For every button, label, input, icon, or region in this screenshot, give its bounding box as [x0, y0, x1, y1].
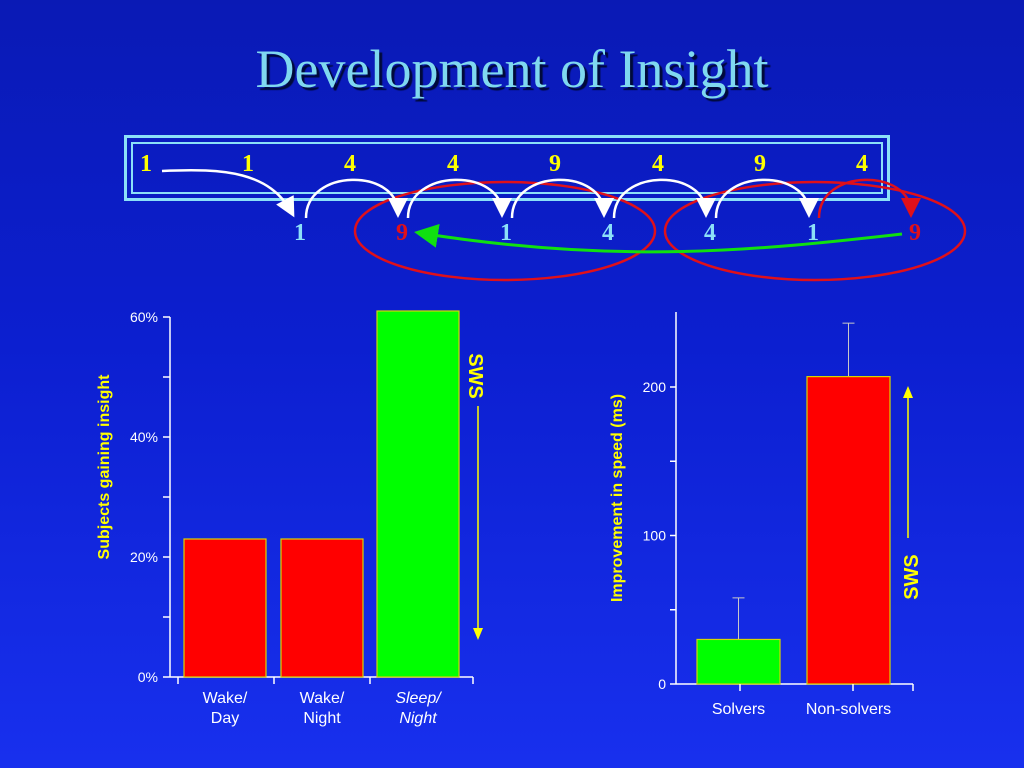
- sequence-arrow: [714, 178, 819, 219]
- sequence-digit-bottom: 9: [909, 220, 921, 246]
- sequence-digit-bottom: 9: [396, 220, 408, 246]
- sequence-digit-top: 4: [447, 151, 459, 177]
- sequence-digit-bottom: 1: [500, 220, 512, 246]
- bar: [183, 538, 267, 678]
- green-arrow: [414, 223, 903, 254]
- category-label: Wake/: [203, 690, 248, 707]
- sequence-arrow: [161, 168, 295, 218]
- sequence-digit-top: 4: [856, 151, 868, 177]
- category-label: Solvers: [712, 701, 765, 718]
- insight-bar-chart: 0% 20% 40% 60% Subjects gaining insight Wake/…: [96, 309, 486, 727]
- sequence-arrow: [510, 178, 614, 219]
- y-tick-label: 0: [658, 676, 666, 692]
- bar: [696, 638, 781, 685]
- y-axis-label: Subjects gaining insight: [96, 374, 113, 560]
- sequence-digit-bottom: 1: [807, 220, 819, 246]
- speed-bar-chart: 0 100 200 Improvement in speed (ms) Solvers N…: [609, 312, 923, 718]
- highlight-ellipse: [663, 180, 967, 282]
- sequence-digit-bottom: 1: [294, 220, 306, 246]
- highlight-ellipse: [353, 180, 657, 282]
- sequence-digit-top: 1: [242, 151, 254, 177]
- sequence-digit-top: 9: [754, 151, 766, 177]
- sequence-arrow: [817, 178, 921, 219]
- sequence-arrow: [612, 178, 716, 219]
- sws-label: SWS: [464, 353, 486, 399]
- y-axis-label: Improvement in speed (ms): [609, 394, 626, 602]
- y-tick-label: 20%: [130, 549, 158, 565]
- category-label: Sleep/: [395, 690, 442, 707]
- y-tick-label: 40%: [130, 429, 158, 445]
- y-tick-label: 0%: [138, 669, 158, 685]
- sequence-diagram: 1 1 4 4 9 4 9 4 1 9 1 4 4 1 9: [140, 151, 967, 282]
- sequence-digit-top: 4: [652, 151, 664, 177]
- sequence-digit-bottom: 4: [602, 220, 614, 246]
- category-label: Day: [211, 710, 239, 727]
- slide-title: Development of Insight: [255, 39, 769, 99]
- category-label: Night: [399, 710, 437, 727]
- sws-arrow-head: [473, 628, 483, 640]
- bar: [376, 310, 460, 678]
- category-label: Wake/: [300, 690, 345, 707]
- sequence-arrow: [304, 178, 408, 219]
- sws-arrow-head: [903, 386, 913, 398]
- sequence-arrow: [406, 178, 512, 219]
- bar: [806, 376, 891, 685]
- y-tick-label: 200: [643, 379, 667, 395]
- category-label: Night: [303, 710, 341, 727]
- y-tick-label: 100: [643, 528, 667, 544]
- sws-label: SWS: [901, 554, 923, 600]
- sequence-digit-top: 9: [549, 151, 561, 177]
- sequence-digit-top: 4: [344, 151, 356, 177]
- y-tick-label: 60%: [130, 309, 158, 325]
- sequence-box-inner-border: [131, 142, 883, 194]
- category-label: Non-solvers: [806, 701, 891, 718]
- bar: [280, 538, 364, 678]
- sequence-digit-bottom: 4: [704, 220, 716, 246]
- sequence-digit-top: 1: [140, 151, 152, 177]
